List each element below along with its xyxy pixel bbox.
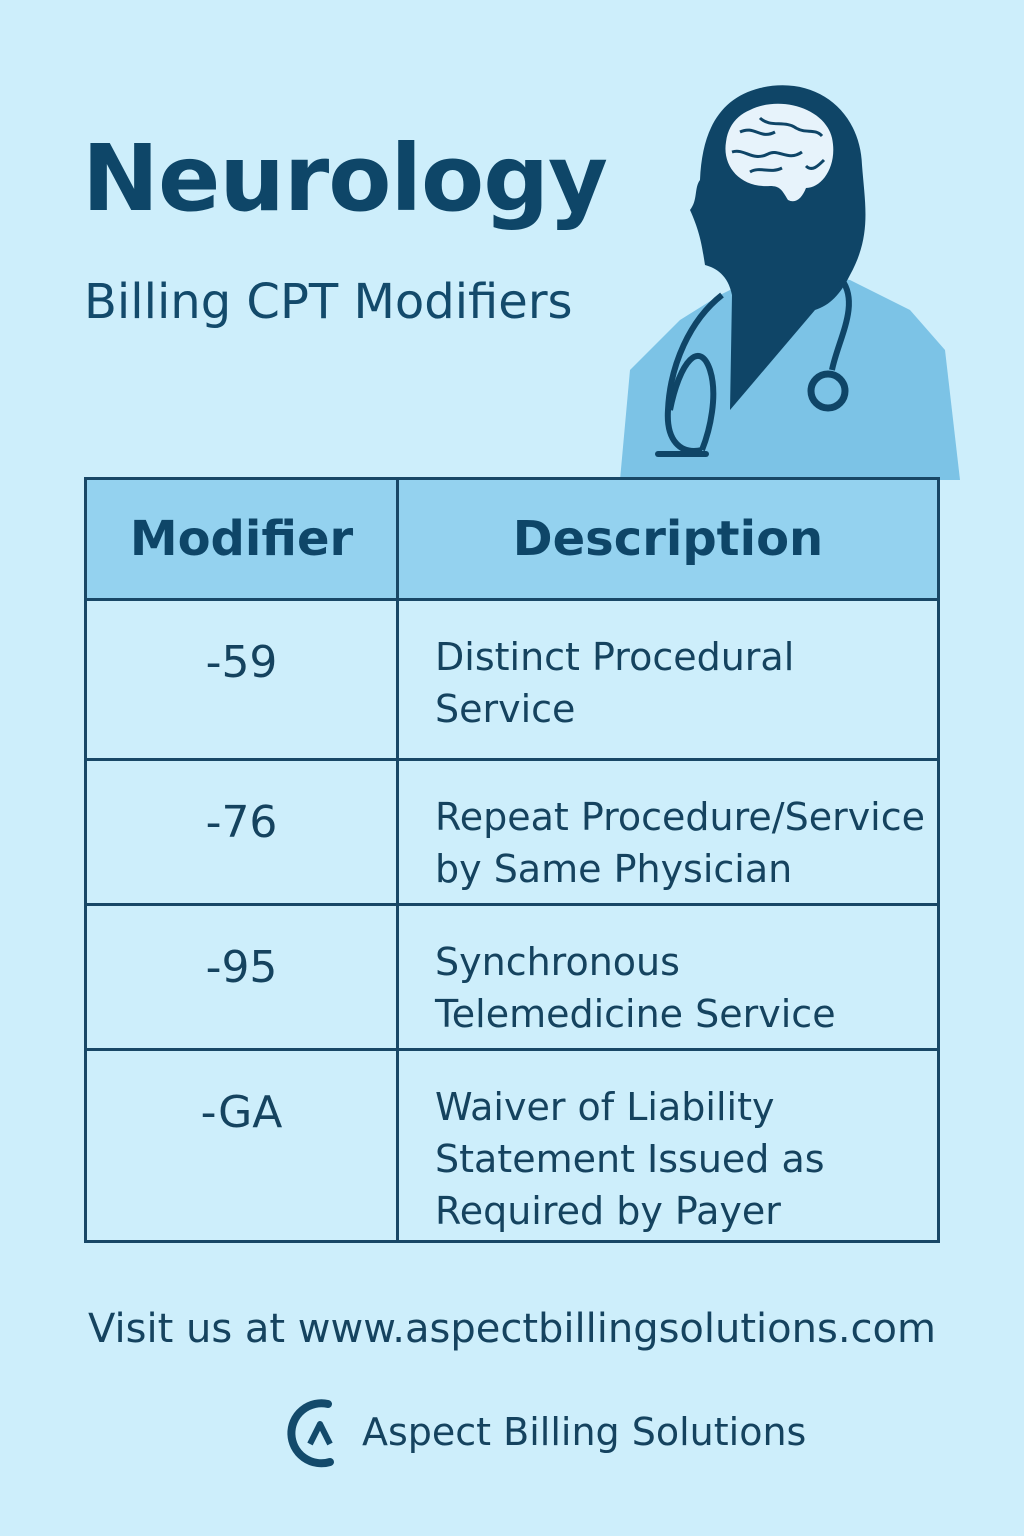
description-line: Service — [435, 687, 576, 731]
description-column-header: Description — [396, 477, 940, 601]
description-line: Telemedicine Service — [435, 992, 836, 1036]
modifier-description: Waiver of Liability Statement Issued as … — [396, 1048, 940, 1243]
website-link[interactable]: Visit us at www.aspectbillingsolutions.c… — [88, 1306, 936, 1352]
description-line: Required by Payer — [435, 1189, 781, 1233]
modifier-code: -76 — [84, 758, 399, 906]
brand-lockup: Aspect Billing Solutions — [280, 1392, 806, 1472]
description-line: Statement Issued as — [435, 1137, 825, 1181]
page-title: Neurology — [82, 125, 608, 232]
table-row: -95 Synchronous Telemedicine Service — [84, 903, 940, 1051]
modifiers-table: Modifier Description -59 Distinct Proced… — [84, 477, 940, 1243]
description-line: Waiver of Liability — [435, 1085, 775, 1129]
aspect-logo-icon — [287, 1399, 334, 1468]
modifier-description: Distinct Procedural Service — [396, 598, 940, 761]
page-subtitle: Billing CPT Modifiers — [84, 274, 573, 330]
table-row: -59 Distinct Procedural Service — [84, 598, 940, 761]
doctor-with-brain-and-stethoscope-icon — [620, 85, 960, 480]
modifier-description: Repeat Procedure/Service by Same Physici… — [396, 758, 940, 906]
table-row: -GA Waiver of Liability Statement Issued… — [84, 1048, 940, 1243]
description-line: Distinct Procedural — [435, 635, 795, 679]
description-line: Repeat Procedure/Service — [435, 795, 926, 839]
modifier-description: Synchronous Telemedicine Service — [396, 903, 940, 1051]
table-row: -76 Repeat Procedure/Service by Same Phy… — [84, 758, 940, 906]
modifier-code: -59 — [84, 598, 399, 761]
description-line: by Same Physician — [435, 847, 793, 891]
description-line: Synchronous — [435, 940, 680, 984]
modifier-column-header: Modifier — [84, 477, 399, 601]
modifier-code: -95 — [84, 903, 399, 1051]
brand-name: Aspect Billing Solutions — [362, 1410, 807, 1454]
modifier-code: -GA — [84, 1048, 399, 1243]
table-header-row: Modifier Description — [84, 477, 940, 601]
